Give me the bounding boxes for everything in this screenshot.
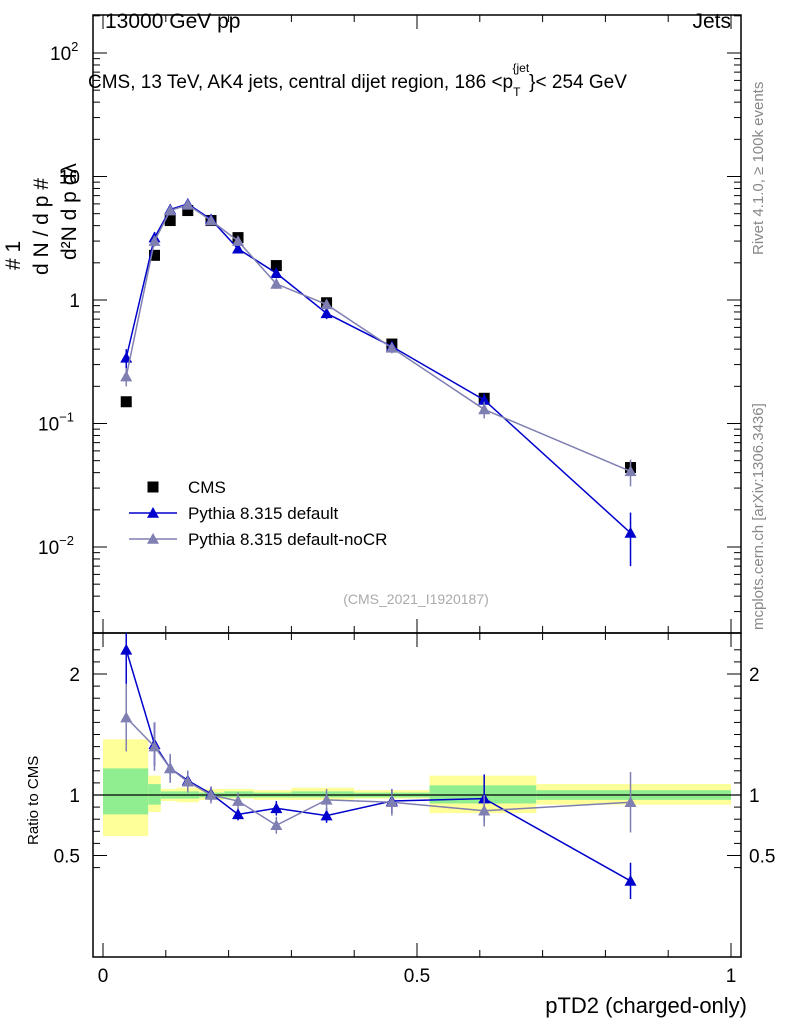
analysis-id-label: (CMS_2021_I1920187) [343, 591, 489, 607]
data-point-1 [232, 242, 245, 254]
data-point-2 [232, 235, 245, 246]
data-point-2 [181, 198, 194, 210]
data-point-cms [182, 205, 194, 217]
data-point-1 [320, 307, 333, 319]
band-green-0 [103, 768, 149, 815]
mcplots-label: mcplots.cern.ch [arXiv:1306.3436] [750, 403, 767, 630]
series-line-2 [125, 203, 631, 473]
ratio-point-1 [624, 874, 637, 886]
header-energy-label: 13000 GeV pp [105, 10, 240, 33]
data-point-1 [478, 393, 491, 405]
y-tick-label: 10−1 [38, 410, 74, 436]
ylabel-line1: # 1 [2, 241, 25, 270]
ratio-point-2 [120, 711, 133, 723]
title-prefix: CMS, 13 TeV, AK4 jets, central dijet reg… [88, 72, 513, 93]
legend-marker-2 [147, 533, 159, 544]
band-green-7 [291, 791, 355, 798]
y-tick-label: 10 [59, 168, 80, 189]
y-tick-label: 1 [69, 291, 80, 312]
data-point-2 [478, 403, 491, 415]
data-point-2 [205, 214, 218, 226]
ratio-y-axis-label: Ratio to CMS [25, 756, 42, 845]
data-point-cms [164, 215, 176, 227]
title-sup: {jet [512, 61, 529, 75]
ratio-point-1 [232, 808, 245, 820]
data-point-cms [120, 396, 132, 408]
ratio-point-2 [270, 819, 283, 831]
data-point-1 [270, 267, 283, 278]
data-point-2 [270, 277, 283, 289]
ylabel-line3: d²N d p dλ [58, 163, 81, 260]
ratio-point-2 [148, 740, 161, 752]
header-process-label: Jets [692, 10, 731, 33]
data-point-cms [148, 249, 160, 261]
band-green-5 [224, 791, 254, 798]
data-point-2 [624, 465, 637, 477]
ratio-point-2 [181, 775, 194, 787]
main-y-axis-label: # 1 d N / d p # d²N d p dλ [2, 163, 81, 275]
ratio-point-1 [270, 802, 283, 814]
data-series [120, 197, 637, 567]
rivet-version-label: Rivet 4.1.0, ≥ 100k events [750, 82, 767, 255]
ratio-y-tick-label: 2 [69, 665, 80, 686]
legend-label-2: Pythia 8.315 default-noCR [188, 530, 387, 549]
data-point-2 [320, 298, 333, 310]
ratio-y-tick-label-right: 1 [749, 786, 760, 807]
ratio-point-1 [320, 809, 333, 821]
data-point-cms [270, 260, 282, 272]
ratio-point-2 [478, 804, 491, 816]
data-point-2 [385, 341, 398, 353]
legend-label-1: Pythia 8.315 default [188, 504, 339, 523]
data-point-2 [164, 204, 177, 216]
ratio-point-2 [205, 789, 218, 800]
ratio-y-tick-label: 1 [69, 786, 80, 807]
ratio-point-2 [232, 795, 245, 806]
x-tick-label: 0.5 [404, 966, 430, 987]
ratio-y-tick-label: 0.5 [54, 847, 80, 868]
band-green-1 [148, 784, 161, 805]
axis-ticks: 0 0.5 1 10−2 10−1 1 10 102 0.5 0.5 1 1 2 2 [38, 15, 775, 987]
x-tick-label: 1 [726, 966, 737, 987]
x-axis-label: pTD2 (charged-only) [545, 993, 747, 1018]
ratio-point-2 [164, 762, 177, 774]
ratio-y-tick-label-right: 0.5 [749, 847, 775, 868]
x-tick-label: 0 [98, 966, 109, 987]
legend-label-0: CMS [188, 478, 226, 497]
y-tick-label: 102 [50, 39, 78, 65]
legend-marker-1 [147, 507, 159, 518]
title-suffix: }< 254 GeV [529, 72, 627, 93]
ratio-y-tick-label-right: 2 [749, 665, 760, 686]
legend: CMS Pythia 8.315 default Pythia 8.315 defa… [129, 478, 387, 549]
legend-marker-cms [147, 481, 159, 493]
chart-title: CMS, 13 TeV, AK4 jets, central dijet reg… [88, 61, 627, 99]
data-point-2 [148, 235, 161, 246]
ylabel-line2: d N / d p # [30, 178, 53, 275]
ratio-point-2 [385, 796, 398, 808]
ratio-line-2 [125, 717, 631, 827]
ratio-series [120, 633, 637, 900]
data-point-1 [624, 526, 637, 538]
ratio-line-1 [125, 649, 631, 882]
ratio-point-2 [320, 793, 333, 805]
data-point-2 [120, 370, 133, 382]
ratio-point-1 [120, 643, 133, 655]
y-tick-label: 10−2 [38, 533, 74, 559]
ratio-point-2 [624, 796, 637, 808]
title-sub: T [513, 85, 521, 99]
